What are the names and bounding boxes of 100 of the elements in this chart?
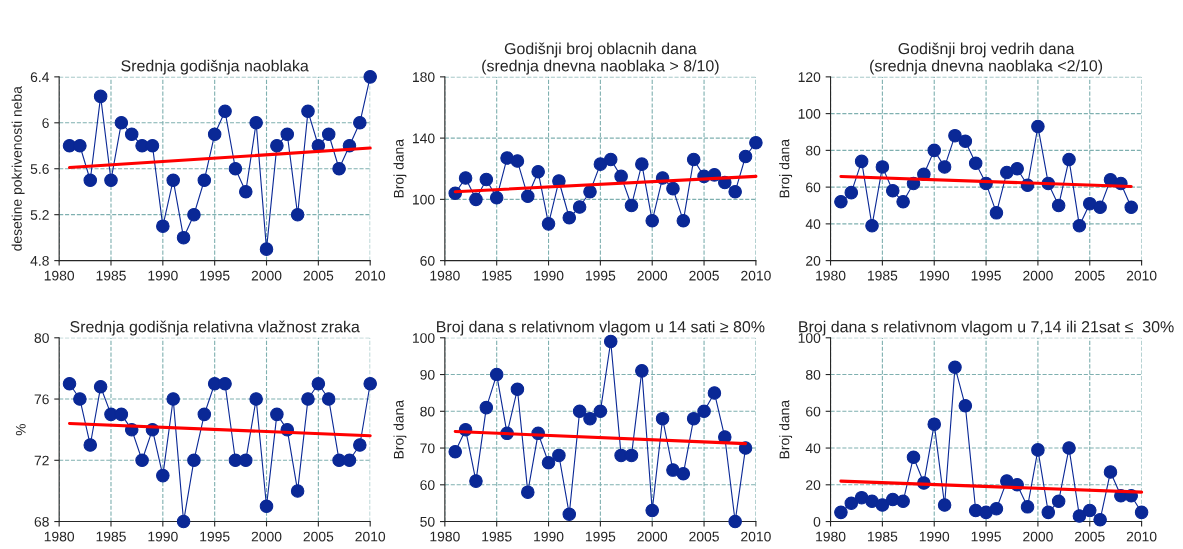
point <box>458 171 473 185</box>
point <box>249 392 263 406</box>
point <box>728 514 742 529</box>
point <box>479 172 494 187</box>
x-tick-label: 2000 <box>251 531 282 542</box>
point <box>844 496 859 510</box>
point <box>593 157 608 171</box>
point <box>249 116 263 130</box>
y-axis-title: desetine pokrivenosti neba <box>11 86 25 251</box>
y-tick-label: 6.4 <box>30 72 50 83</box>
x-tick-label: 1990 <box>919 270 950 281</box>
point <box>166 173 180 187</box>
chart-title: Srednja godišnja relativna vlažnost zraka <box>70 320 360 336</box>
point <box>280 127 295 142</box>
x-tick-label: 1985 <box>482 270 512 281</box>
y-tick-label: 5.6 <box>30 164 49 174</box>
point <box>749 135 763 150</box>
point <box>521 485 535 499</box>
x-tick-label: 1995 <box>585 531 616 542</box>
point <box>156 219 170 233</box>
point <box>958 399 973 413</box>
point <box>363 376 377 391</box>
point <box>541 455 556 470</box>
point <box>114 116 129 130</box>
point <box>1031 443 1045 457</box>
x-tick-label: 2005 <box>303 270 334 281</box>
y-tick-label: 140 <box>413 133 435 144</box>
point <box>489 191 504 205</box>
point <box>676 214 691 228</box>
point <box>363 70 377 84</box>
y-tick-label: 40 <box>805 219 821 230</box>
point <box>145 139 160 153</box>
x-tick-label: 2000 <box>251 270 282 281</box>
point <box>624 448 639 463</box>
x-tick-label: 1980 <box>430 270 460 281</box>
x-tick-label: 2010 <box>355 531 386 542</box>
x-tick-label: 1990 <box>919 531 950 542</box>
point <box>635 364 649 378</box>
point <box>728 184 742 199</box>
point <box>83 438 98 452</box>
y-tick-label: 20 <box>806 255 821 266</box>
point <box>135 453 149 468</box>
point <box>906 450 921 464</box>
y-tick-label: 4.8 <box>30 255 49 266</box>
y-tick-label: 80 <box>420 406 435 417</box>
point <box>583 411 597 426</box>
point <box>301 392 315 406</box>
point <box>937 498 952 512</box>
point <box>342 453 357 468</box>
point <box>614 169 628 184</box>
y-axis-title: Broj dana <box>393 399 407 459</box>
point <box>645 214 659 228</box>
x-tick-label: 2005 <box>689 531 719 542</box>
point <box>937 160 952 174</box>
point <box>1093 512 1107 527</box>
point <box>927 143 941 158</box>
point <box>686 411 701 426</box>
point <box>624 198 639 213</box>
point <box>1093 200 1107 215</box>
y-axis-title: Broj dana <box>779 139 793 198</box>
point <box>1000 165 1014 180</box>
point <box>521 189 535 204</box>
point <box>479 400 494 415</box>
point <box>448 444 462 459</box>
chart-title: Srednja godišnja naoblaka <box>121 59 309 75</box>
point <box>885 184 900 198</box>
point <box>469 474 483 488</box>
point <box>865 218 879 233</box>
x-tick-label: 1990 <box>534 270 564 281</box>
point <box>635 157 649 171</box>
x-tick-label: 1980 <box>816 270 846 281</box>
point <box>187 453 201 468</box>
x-tick-label: 1980 <box>816 531 846 542</box>
y-axis-title: Broj dana <box>393 139 407 198</box>
point <box>156 468 170 483</box>
point <box>1062 152 1076 167</box>
point <box>875 498 890 512</box>
x-tick-label: 1990 <box>148 531 178 542</box>
y-tick-label: 76 <box>34 394 49 405</box>
point <box>114 407 129 422</box>
point <box>572 200 587 214</box>
y-tick-label: 60 <box>806 182 821 193</box>
point <box>197 173 212 187</box>
point <box>989 206 1004 220</box>
point <box>73 139 87 153</box>
point <box>572 404 587 419</box>
point <box>176 230 191 245</box>
point <box>321 127 336 142</box>
y-axis-title: Broj dana <box>779 399 793 459</box>
y-tick-label: 68 <box>34 516 49 527</box>
point <box>166 392 180 406</box>
x-tick-label: 1980 <box>430 531 460 542</box>
x-tick-label: 2010 <box>1126 270 1157 281</box>
chart-title: Godišnji broj oblacnih dana (srednja dnevna naoblaka > 8/10) <box>482 42 719 75</box>
point <box>187 207 201 222</box>
x-tick-label: 1995 <box>971 531 1001 542</box>
y-tick-label: 20 <box>806 480 821 490</box>
point <box>875 160 890 174</box>
point <box>968 156 983 170</box>
x-tick-label: 2010 <box>741 270 771 281</box>
